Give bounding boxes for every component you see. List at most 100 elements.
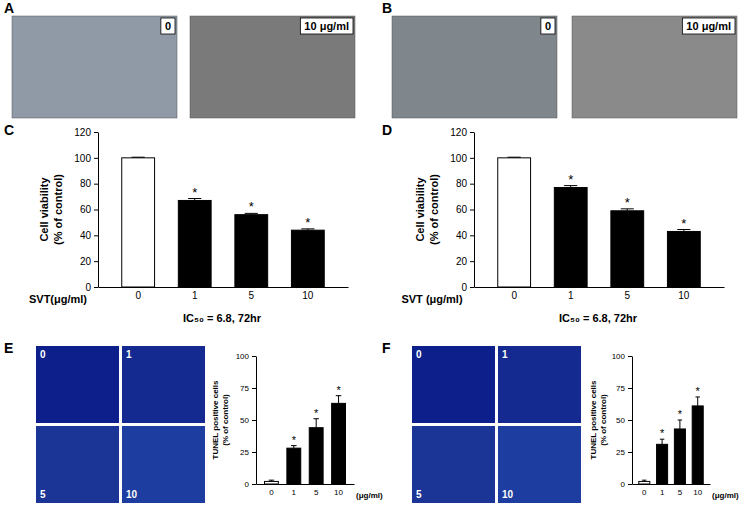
micrograph: 0 xyxy=(392,16,557,118)
bar xyxy=(235,215,268,287)
tick-label: 1 xyxy=(192,290,198,301)
tick-label: 100 xyxy=(74,153,91,164)
x-axis: 01510 xyxy=(475,287,725,301)
significance: * xyxy=(292,434,297,446)
tick-mark xyxy=(252,452,256,453)
tick-label: 75 xyxy=(616,384,625,393)
error-cap xyxy=(508,157,521,158)
image-label: 10 xyxy=(126,489,138,500)
micrograph: 0 xyxy=(12,16,177,118)
micrograph: 0 xyxy=(36,346,119,423)
bar xyxy=(498,158,531,287)
significance: * xyxy=(660,427,665,439)
image-area xyxy=(498,426,581,503)
image-label: 10 μg/ml xyxy=(686,20,731,32)
tick-label: 50 xyxy=(240,416,249,425)
error-cap xyxy=(642,480,646,481)
tick-label: 5 xyxy=(624,290,630,301)
micrograph: 5 xyxy=(36,426,119,503)
tick: 20 xyxy=(80,256,98,267)
tick: 0 xyxy=(245,480,256,489)
panel-letter: E xyxy=(4,340,13,356)
axis-line xyxy=(256,357,257,485)
tick-label: 25 xyxy=(616,448,625,457)
bar xyxy=(287,448,301,484)
tick: 5 xyxy=(248,287,254,301)
tick: 5 xyxy=(624,287,630,301)
x-axis: 01510 xyxy=(257,484,355,497)
bar-chart: 025507510001510***TUNEL positive cells(%… xyxy=(211,352,383,500)
error-stem xyxy=(338,396,339,404)
panel-letter: F xyxy=(382,340,391,356)
tick: 80 xyxy=(456,178,474,189)
tick-label: 0 xyxy=(511,290,517,301)
tick-label: 25 xyxy=(240,448,249,457)
tick-mark xyxy=(94,287,98,288)
panel-letter: D xyxy=(382,122,392,138)
tick-label: 40 xyxy=(80,230,92,241)
axis-line xyxy=(632,357,633,485)
micrograph: 10 μg/ml xyxy=(572,16,737,118)
tick-mark xyxy=(628,484,632,485)
y-axis-title: Cell viability xyxy=(414,177,426,242)
bar-chart: 02040608010012001510***Cell viability(% … xyxy=(401,127,724,324)
tick: 10 xyxy=(334,484,343,497)
micrograph: 1 xyxy=(122,346,205,423)
axis-line xyxy=(475,287,725,288)
bar xyxy=(265,481,279,484)
y-axis-title: (% of control) xyxy=(221,394,230,446)
bar xyxy=(291,230,324,287)
label-box xyxy=(682,18,735,34)
tick: 100 xyxy=(612,352,632,361)
image-label: 0 xyxy=(416,349,422,360)
tick-label: 100 xyxy=(236,352,250,361)
significance: * xyxy=(192,185,197,200)
tick-label: 0 xyxy=(245,480,250,489)
significance: * xyxy=(678,408,683,420)
x-axis-title: SVT (μg/ml) xyxy=(401,293,462,305)
tick-label: 0 xyxy=(135,290,141,301)
bar xyxy=(309,428,323,484)
micrograph: 1 xyxy=(498,346,581,423)
tick-label: 0 xyxy=(621,480,626,489)
tick-label: 1 xyxy=(568,290,574,301)
tick: 100 xyxy=(450,153,474,164)
tick: 0 xyxy=(621,480,632,489)
error-stem xyxy=(697,397,698,406)
tick: 100 xyxy=(74,153,98,164)
tick: 10 xyxy=(693,484,702,497)
tick-label: 0 xyxy=(85,282,91,293)
y-axis-title: TUNEL positive cells xyxy=(589,380,598,460)
tick: 0 xyxy=(642,484,647,497)
axis-line xyxy=(474,133,475,288)
label-box xyxy=(541,18,555,34)
micrograph: 0 xyxy=(412,346,495,423)
image-area xyxy=(122,346,205,423)
tick-mark xyxy=(252,356,256,357)
tick-label: 50 xyxy=(616,416,625,425)
tick: 100 xyxy=(236,352,256,361)
error-stem xyxy=(316,419,317,428)
error-stem xyxy=(662,439,663,444)
bar-chart: 02040608010012001510***Cell viability(% … xyxy=(29,127,349,324)
error-bar xyxy=(336,396,342,404)
y-axis-title: TUNEL positive cells xyxy=(211,380,220,460)
tick-label: 75 xyxy=(240,384,249,393)
tick: 25 xyxy=(240,448,256,457)
error-bar xyxy=(508,157,521,159)
tick-label: 80 xyxy=(456,178,468,189)
tick-mark xyxy=(94,158,98,159)
tick: 5 xyxy=(314,484,319,497)
image-area xyxy=(498,346,581,423)
error-cap xyxy=(269,480,275,481)
error-cap xyxy=(132,157,145,158)
image-label: 10 μg/ml xyxy=(304,20,349,32)
significance: * xyxy=(681,216,686,231)
tick-mark xyxy=(470,287,474,288)
axis-line xyxy=(257,484,355,485)
tick-mark xyxy=(470,184,474,185)
tick: 75 xyxy=(240,384,256,393)
plot-area xyxy=(639,397,703,484)
tick: 40 xyxy=(456,230,474,241)
x-axis: 01510 xyxy=(99,287,349,301)
